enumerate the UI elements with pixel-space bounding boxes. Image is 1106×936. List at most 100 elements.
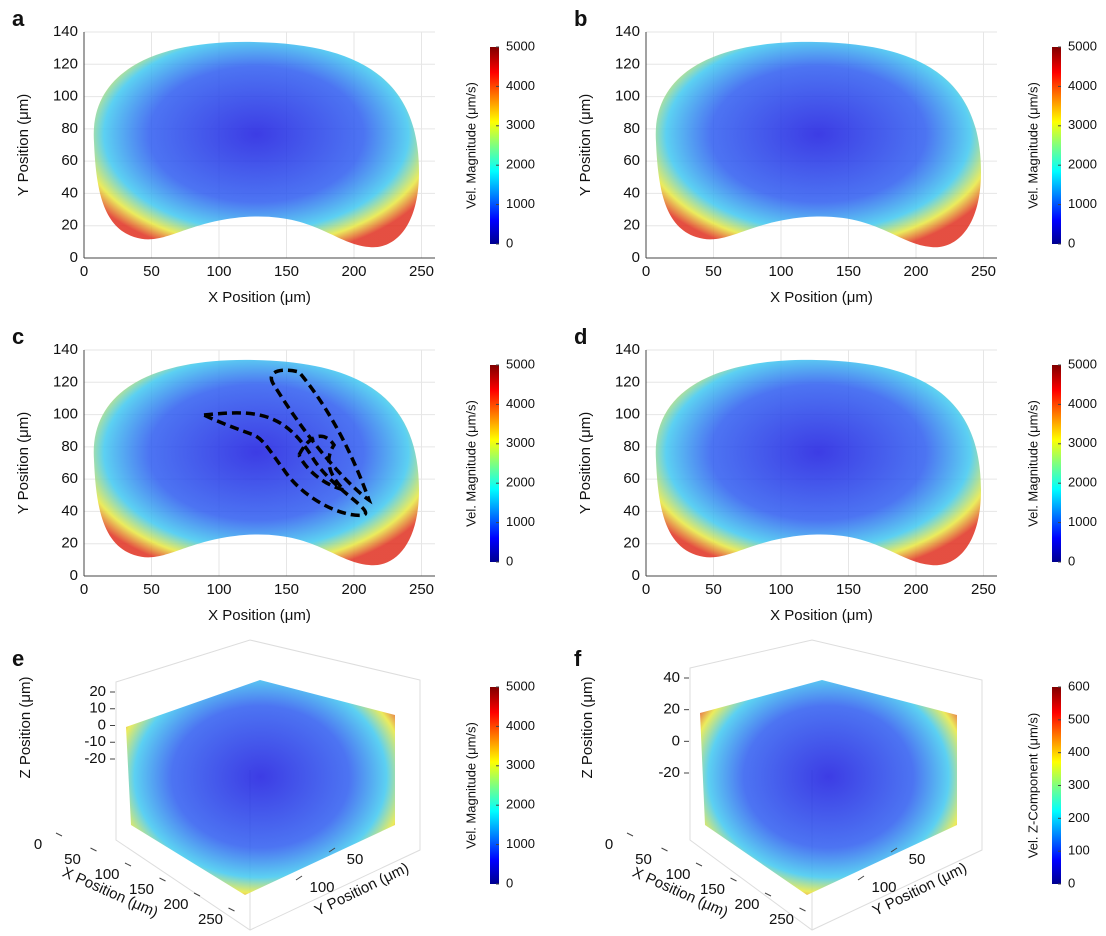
colorbar-tick-label: 1000 xyxy=(1068,514,1097,529)
y-tick-label: 80 xyxy=(623,120,640,137)
z-tick-label: 40 xyxy=(663,669,680,686)
y-tick-label: 80 xyxy=(61,120,78,137)
y-tick-label: 60 xyxy=(623,152,640,169)
colorbar-tick-label: 0 xyxy=(1068,235,1075,250)
x-tick-label: 250 xyxy=(409,263,434,280)
dashed-outline xyxy=(203,411,368,518)
x-tick-label: 50 xyxy=(143,581,160,598)
x-tick xyxy=(764,892,772,897)
y-tick-label: 100 xyxy=(309,879,334,896)
flow-field-sketch xyxy=(93,359,419,566)
colorbar-label: Vel. Magnitude (μm/s) xyxy=(1025,82,1040,209)
y-tick-label: 100 xyxy=(615,88,640,105)
x-tick-label: 150 xyxy=(836,263,861,280)
x-tick-label: 0 xyxy=(34,836,42,853)
panel-letter: a xyxy=(12,6,25,31)
x-tick-label: 50 xyxy=(143,263,160,280)
colorbar-tick-label: 3000 xyxy=(506,435,535,450)
dashed-outline xyxy=(297,434,350,494)
z-tick-label: 10 xyxy=(89,700,106,717)
y-tick-label: 140 xyxy=(615,341,640,358)
colorbar-tick-label: 300 xyxy=(1068,777,1090,792)
y-tick-label: 140 xyxy=(615,23,640,40)
y-tick-label: 60 xyxy=(61,470,78,487)
z-axis-label: Z Position (μm) xyxy=(17,677,34,779)
colorbar-tick-label: 5000 xyxy=(506,38,535,53)
y-tick-label: 120 xyxy=(53,373,78,390)
y-tick-label: 40 xyxy=(61,502,78,519)
y-axis-label: Y Position (μm) xyxy=(15,412,32,515)
colorbar xyxy=(1052,687,1061,884)
x-tick-label: 100 xyxy=(206,581,231,598)
y-tick-label: 80 xyxy=(623,438,640,455)
x-tick-label: 0 xyxy=(80,581,88,598)
x-tick-label: 0 xyxy=(605,836,613,853)
colorbar-tick-label: 2000 xyxy=(1068,157,1097,172)
x-tick-label: 50 xyxy=(64,851,81,868)
y-tick-label: 60 xyxy=(61,152,78,169)
y-tick-label: 100 xyxy=(871,879,896,896)
colorbar-tick-label: 3000 xyxy=(506,757,535,772)
x-tick-label: 100 xyxy=(206,263,231,280)
x-tick-label: 150 xyxy=(274,263,299,280)
panel: b 0 50 100 150 200 250 0 20 40 60 80 100 120 140 X Posi… xyxy=(574,6,1097,306)
colorbar-tick-label: 1000 xyxy=(506,196,535,211)
y-tick-label: 0 xyxy=(70,567,78,584)
colorbar-tick-label: 5000 xyxy=(506,678,535,693)
x-tick-label: 150 xyxy=(700,881,725,898)
x-tick-label: 50 xyxy=(635,851,652,868)
x-tick-label: 250 xyxy=(198,911,223,928)
x-tick xyxy=(193,892,201,897)
x-tick xyxy=(695,862,703,867)
x-tick xyxy=(730,877,737,882)
panel-letter: b xyxy=(574,6,587,31)
x-tick-label: 150 xyxy=(836,581,861,598)
y-tick-label: 40 xyxy=(61,184,78,201)
flow-field-sketch xyxy=(655,41,981,248)
y-tick-label: 140 xyxy=(53,23,78,40)
y-tick-label: 40 xyxy=(623,502,640,519)
colorbar-tick-label: 0 xyxy=(506,235,513,250)
flow-field-sketch xyxy=(93,41,419,248)
y-tick-label: 60 xyxy=(623,470,640,487)
x-tick-label: 200 xyxy=(341,263,366,280)
x-tick-label: 50 xyxy=(705,263,722,280)
colorbar-tick-label: 2000 xyxy=(1068,475,1097,490)
flow-field-sketch xyxy=(655,359,981,566)
panel: c 0 50 100 150 200 250 0 20 40 60 80 100 120 140 X Posi… xyxy=(12,324,535,624)
x-tick-label: 0 xyxy=(642,263,650,280)
colorbar-tick-label: 4000 xyxy=(1068,78,1097,93)
x-tick-label: 100 xyxy=(665,866,690,883)
colorbar xyxy=(490,47,499,244)
z-tick-label: 0 xyxy=(98,716,106,733)
x-tick-label: 200 xyxy=(163,896,188,913)
colorbar-tick-label: 5000 xyxy=(1068,38,1097,53)
x-axis-label: X Position (μm) xyxy=(770,607,873,624)
y-tick-label: 20 xyxy=(61,535,78,552)
colorbar xyxy=(490,687,499,884)
x-tick-label: 250 xyxy=(971,581,996,598)
colorbar-tick-label: 4000 xyxy=(506,396,535,411)
y-tick xyxy=(295,875,303,881)
panel-letter: c xyxy=(12,324,24,349)
y-tick-label: 120 xyxy=(615,55,640,72)
x-axis-label: X Position (μm) xyxy=(770,289,873,306)
colorbar-tick-label: 500 xyxy=(1068,711,1090,726)
y-tick-label: 0 xyxy=(632,567,640,584)
y-axis-label: Y Position (μm) xyxy=(577,94,594,197)
z-tick-label: -10 xyxy=(84,733,106,750)
y-tick-label: 20 xyxy=(61,217,78,234)
colorbar-tick-label: 3000 xyxy=(1068,117,1097,132)
colorbar-tick-label: 4000 xyxy=(506,78,535,93)
colorbar-tick-label: 400 xyxy=(1068,744,1090,759)
colorbar-tick-label: 4000 xyxy=(1068,396,1097,411)
z-tick-label: 20 xyxy=(663,701,680,718)
x-tick-label: 50 xyxy=(705,581,722,598)
y-tick-label: 100 xyxy=(53,88,78,105)
colorbar xyxy=(490,365,499,562)
y-axis-label: Y Position (μm) xyxy=(577,412,594,515)
x-tick-label: 200 xyxy=(734,896,759,913)
x-tick-label: 250 xyxy=(769,911,794,928)
panel: a 0 50 100 150 200 250 0 20 40 60 80 100 120 140 X Posi… xyxy=(12,6,535,306)
y-tick-label: 100 xyxy=(615,406,640,423)
